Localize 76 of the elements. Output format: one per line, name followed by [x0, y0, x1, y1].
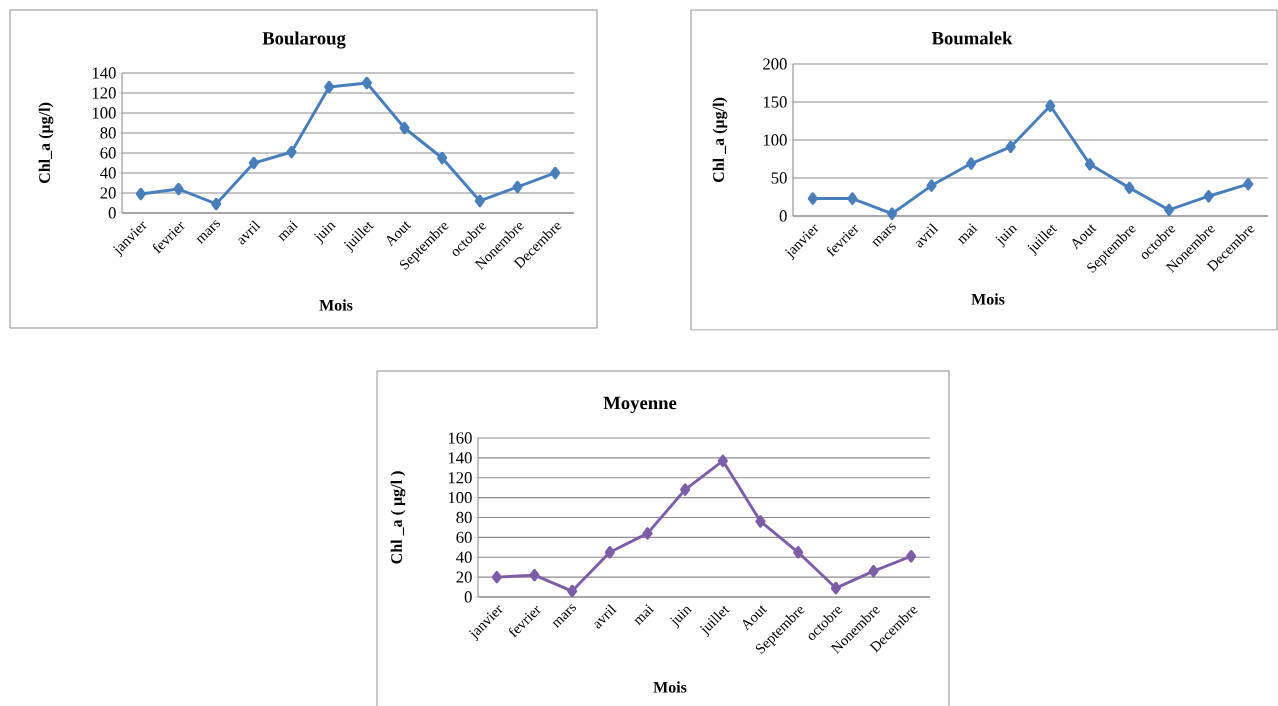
- point: [512, 180, 523, 194]
- point: [868, 564, 879, 578]
- point: [361, 76, 372, 90]
- point: [755, 515, 766, 528]
- point: [437, 151, 448, 165]
- point: [567, 584, 578, 598]
- y-tick-label: 0: [779, 210, 787, 222]
- y-tick-label: 40: [100, 167, 116, 179]
- y-tick-label: 100: [763, 134, 787, 146]
- point: [474, 194, 485, 208]
- point: [847, 192, 858, 205]
- y-tick-label: 140: [92, 67, 116, 79]
- y-tick-label: 160: [448, 432, 472, 444]
- x-tick-label: mars: [552, 604, 576, 629]
- chart-title: Moyenne: [603, 396, 677, 414]
- x-tick-label: mai: [278, 220, 299, 242]
- x-axis-title: Mois: [971, 293, 1005, 305]
- point: [1163, 203, 1175, 217]
- y-tick-label: 200: [763, 58, 787, 70]
- point: [717, 454, 728, 468]
- y-tick-label: 20: [456, 571, 472, 583]
- y-tick-label: 100: [92, 107, 116, 119]
- chart-title: Boumalek: [931, 31, 1013, 45]
- point: [211, 197, 222, 211]
- x-tick-label: mai: [957, 223, 978, 245]
- point: [173, 182, 184, 196]
- point: [1005, 140, 1016, 154]
- point: [399, 121, 410, 135]
- y-tick-label: 150: [763, 96, 787, 108]
- point: [604, 546, 615, 559]
- point: [324, 80, 335, 94]
- y-tick-label: 120: [448, 472, 472, 484]
- point: [906, 549, 917, 563]
- x-tick-label: juin: [670, 606, 692, 629]
- point: [248, 156, 259, 170]
- point: [680, 483, 691, 496]
- point: [793, 546, 804, 559]
- point: [830, 581, 841, 595]
- y-axis-title: Chl _a ( µg/l ): [390, 471, 406, 564]
- point: [886, 207, 898, 220]
- y-tick-label: 140: [448, 452, 472, 464]
- y-tick-label: 60: [100, 147, 116, 159]
- chart-title: Boularoug: [262, 31, 346, 49]
- y-tick-label: 80: [100, 127, 116, 139]
- y-tick-label: 60: [456, 531, 472, 543]
- point: [1124, 181, 1135, 195]
- point: [135, 187, 146, 201]
- point: [966, 157, 977, 170]
- y-tick-label: 50: [771, 172, 787, 184]
- y-tick-label: 80: [456, 511, 472, 524]
- point: [491, 570, 502, 584]
- x-tick-label: juin: [314, 222, 336, 245]
- x-tick-label: juin: [995, 225, 1018, 248]
- y-tick-label: 100: [448, 491, 472, 504]
- y-tick-label: 20: [100, 187, 116, 199]
- x-tick-label: mars: [872, 223, 896, 248]
- y-tick-label: 0: [108, 207, 116, 219]
- x-tick-label: mai: [634, 604, 655, 626]
- y-tick-label: 120: [92, 87, 116, 99]
- y-tick-label: 0: [464, 591, 472, 603]
- point: [286, 145, 297, 159]
- point: [1203, 189, 1214, 203]
- point: [642, 527, 653, 540]
- x-axis-title: Mois: [653, 681, 687, 693]
- point: [1045, 99, 1056, 113]
- point: [926, 179, 937, 192]
- point: [1084, 158, 1095, 171]
- y-tick-label: 40: [456, 551, 472, 563]
- point: [529, 568, 540, 582]
- y-axis-title: Chl_a (µg/l): [38, 102, 54, 184]
- point: [1243, 177, 1254, 191]
- y-axis-title: Chl _a (µg/l): [712, 97, 728, 183]
- x-tick-label: mars: [196, 220, 220, 245]
- point: [550, 166, 561, 180]
- x-axis-title: Mois: [319, 299, 353, 311]
- point: [807, 192, 818, 205]
